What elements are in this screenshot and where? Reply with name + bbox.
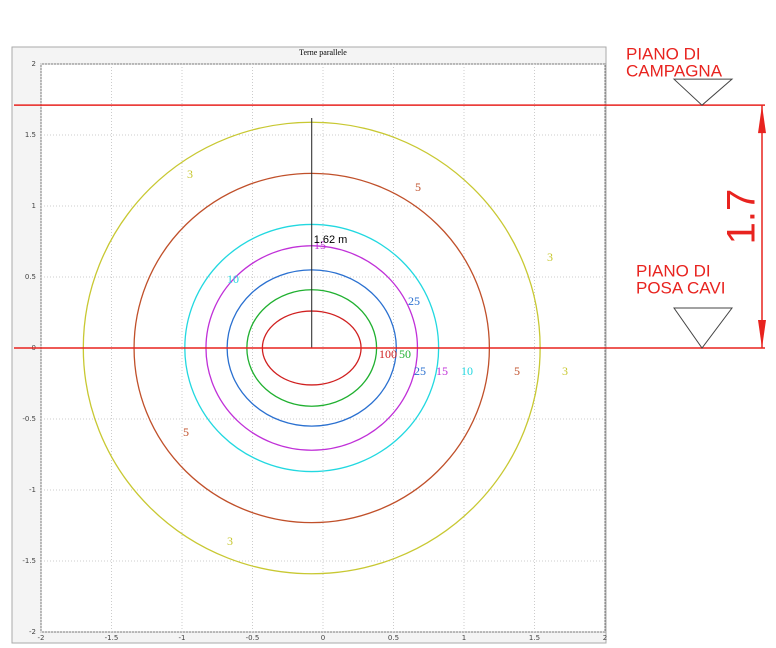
y-tick-label: -1 (29, 486, 36, 494)
contour-label: 10 (461, 364, 473, 378)
reference-label: PIANO DI (626, 44, 701, 63)
y-tick-label: 1.5 (25, 131, 36, 139)
x-tick-label: -1.5 (105, 634, 119, 642)
contour-label: 5 (415, 180, 421, 194)
contour-label: 5 (514, 364, 520, 378)
contour-label: 15 (314, 238, 326, 252)
x-tick-label: 2 (603, 634, 607, 642)
x-tick-label: -0.5 (246, 634, 260, 642)
depth-label: 1.62 m (314, 234, 348, 246)
contour-label: 10 (227, 272, 239, 286)
y-tick-label: -0.5 (22, 415, 36, 423)
contour-label: 25 (408, 294, 420, 308)
contour-label: 3 (227, 534, 233, 548)
reference-label: PIANO DI (636, 261, 711, 280)
x-tick-label: -2 (38, 634, 45, 642)
x-tick-label: 0.5 (388, 634, 399, 642)
dimension-arrow (758, 320, 766, 348)
contour-label: 5 (183, 425, 189, 439)
x-tick-label: 1.5 (529, 634, 540, 642)
x-tick-label: 1 (462, 634, 466, 642)
contour-label: 3 (547, 250, 553, 264)
x-tick-label: 0 (321, 634, 325, 642)
reference-label: CAMPAGNA (626, 61, 723, 80)
y-tick-label: 1 (32, 202, 36, 210)
contour-label: 15 (436, 364, 448, 378)
x-tick-label: -1 (179, 634, 186, 642)
y-tick-label: 0.5 (25, 273, 36, 281)
chart-title: Terne parallele (299, 48, 347, 57)
y-tick-label: -1.5 (22, 557, 36, 565)
dimension-arrow (758, 105, 766, 134)
contour-label: 100 (379, 347, 397, 361)
y-tick-label: -2 (29, 628, 36, 636)
level-triangle (672, 78, 734, 106)
dimension-label: 1.7 (720, 189, 764, 245)
reference-label: POSA CAVI (636, 278, 725, 297)
y-tick-label: 2 (32, 60, 36, 68)
contour-label: 25 (414, 364, 426, 378)
contour-label: 50 (399, 347, 411, 361)
level-triangle (673, 307, 733, 349)
contour-label: 3 (187, 167, 193, 181)
contour-label: 3 (562, 364, 568, 378)
